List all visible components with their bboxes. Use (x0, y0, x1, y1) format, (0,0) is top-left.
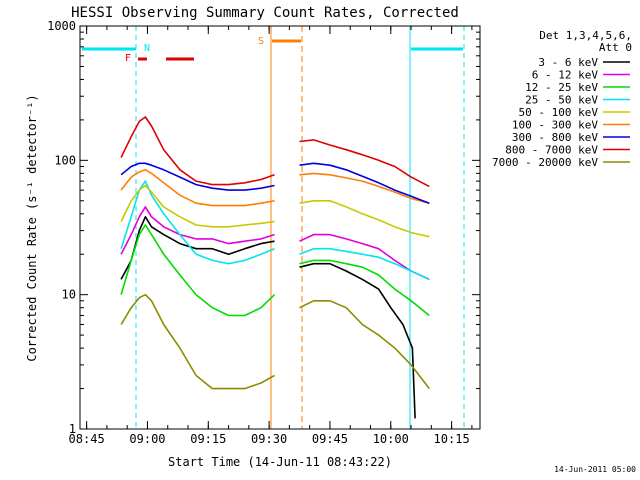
x-tick-label: 09:00 (129, 432, 165, 446)
series-line-300-800-kev (299, 162, 430, 204)
y-tick-label: 100 (54, 153, 76, 167)
y-axis-label: Corrected Count Rate (s⁻¹ detector⁻¹) (25, 94, 39, 361)
legend-header-line-2: Att 0 (599, 41, 632, 54)
series-line-6-12-kev (299, 233, 430, 281)
series-line-50-100-kev (299, 200, 430, 238)
x-axis: 08:45 09:00 09:15 09:30 09:45 10:00 10:15 (69, 26, 473, 446)
x-tick-label: 09:30 (251, 432, 287, 446)
x-tick-label: 09:45 (312, 432, 348, 446)
series-line-100-300-kev (299, 172, 430, 204)
series-line-100-300-kev (120, 169, 275, 207)
flag-label-n: N (144, 43, 150, 54)
legend-entry-label: 7000 - 20000 keV (492, 156, 598, 169)
x-tick-label: 08:45 (69, 432, 105, 446)
x-tick-label: 10:00 (373, 432, 409, 446)
plot-frame (79, 25, 481, 430)
series-line-12-25-kev (299, 259, 430, 317)
series-line-25-50-kev (120, 180, 275, 265)
series-line-50-100-kev (120, 184, 275, 228)
footer-date: 14-Jun-2011 05:00 (554, 465, 636, 474)
x-tick-label: 09:15 (190, 432, 226, 446)
series-line-25-50-kev (299, 247, 430, 281)
series-line-300-800-kev (120, 162, 275, 191)
series-line-7000-20000-kev (299, 299, 430, 390)
flag-label-f: F (125, 53, 131, 64)
legend-header-line-1: Det 1,3,4,5,6, (539, 29, 632, 42)
series-line-12-25-kev (120, 224, 276, 317)
legend-entry-label: 50 - 100 keV (519, 106, 599, 119)
legend-entry-label: 25 - 50 keV (525, 94, 598, 107)
y-tick-label: 10 (62, 288, 76, 302)
y-tick-label: 1000 (47, 19, 76, 33)
legend-entry-label: 800 - 7000 keV (505, 144, 598, 157)
legend-entry-label: 300 - 800 keV (512, 131, 598, 144)
series-line-7000-20000-kev (120, 293, 275, 390)
y-axis: 1 10 100 1000 (47, 19, 480, 436)
series-line-3-6-kev (120, 216, 275, 280)
chart-title: HESSI Observing Summary Count Rates, Cor… (71, 5, 459, 21)
legend-entry-label: 12 - 25 keV (525, 81, 598, 94)
legend-entry-label: 100 - 300 keV (512, 119, 598, 132)
series-line-3-6-kev (299, 262, 416, 419)
legend-entry-label: 6 - 12 keV (532, 69, 599, 82)
series-line-800-7000-kev (299, 139, 430, 188)
flag-label-s: S (258, 36, 264, 47)
x-axis-label: Start Time (14-Jun-11 08:43:22) (168, 455, 392, 469)
legend-entry-label: 3 - 6 keV (538, 56, 598, 69)
y-tick-label: 1 (69, 422, 76, 436)
series-line-800-7000-kev (120, 116, 275, 186)
plot-area: N F S (82, 26, 465, 429)
x-tick-label: 10:15 (434, 432, 470, 446)
